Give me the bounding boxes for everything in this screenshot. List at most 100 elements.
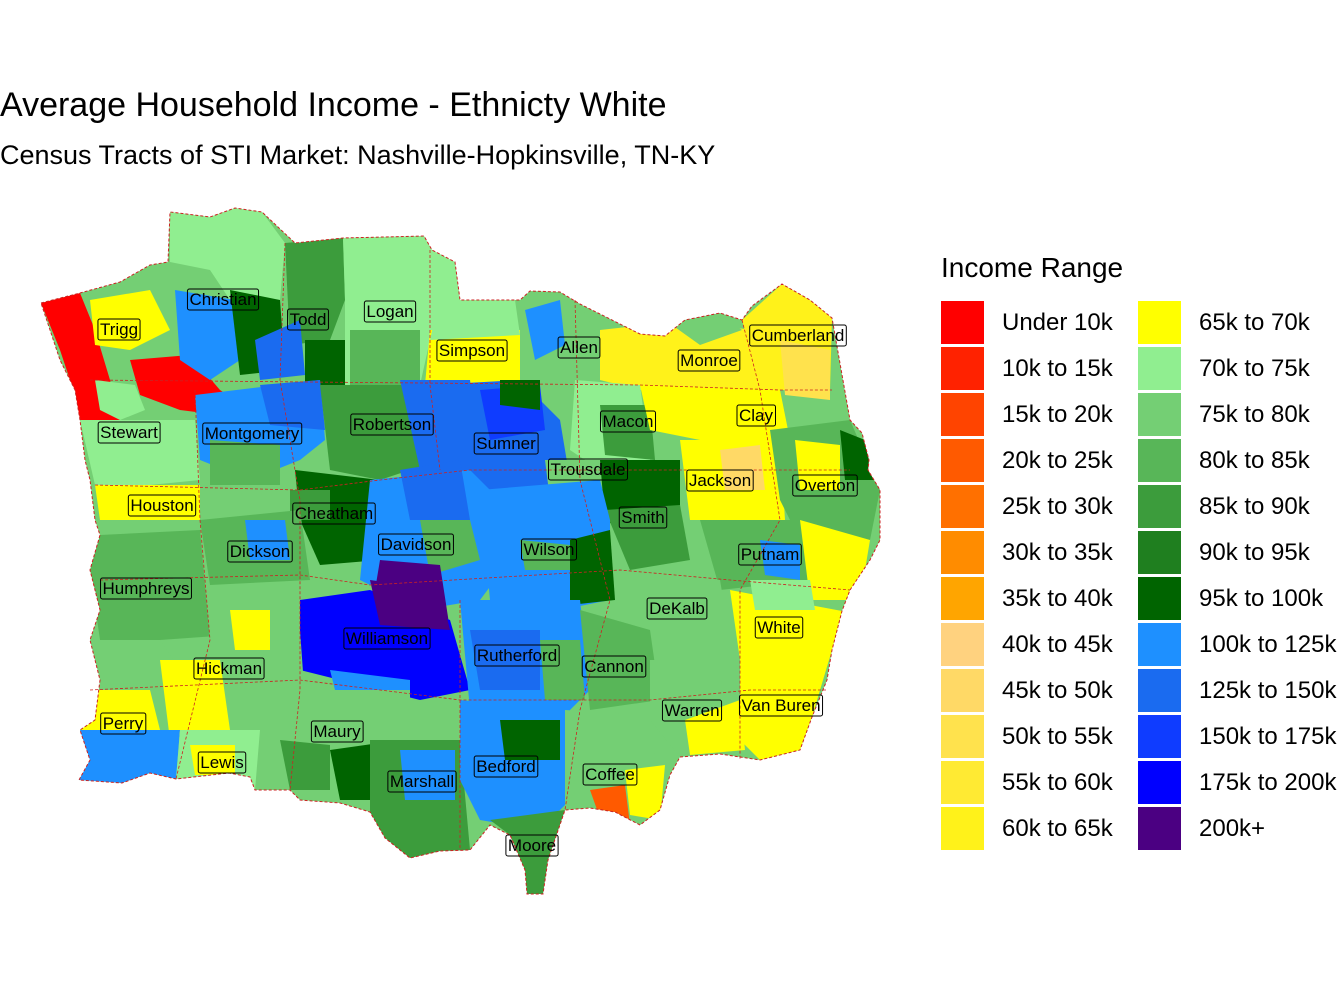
legend-label: 70k to 75k (1199, 355, 1310, 382)
region-coffee-orange (590, 785, 630, 825)
region-cumberland-south (780, 340, 830, 400)
legend-swatch (941, 347, 984, 390)
legend-label: 125k to 150k (1199, 677, 1337, 704)
county-label-text: Maury (313, 722, 361, 741)
county-label-box (436, 339, 508, 362)
region-simpson (425, 330, 520, 385)
region-perry-blue (79, 730, 180, 783)
county-label: Smith (618, 506, 668, 529)
county-label-text: Van Buren (741, 696, 820, 715)
county-label: Davidson (378, 533, 454, 556)
county-label: Montgomery (202, 422, 303, 445)
region-putnam-east (800, 520, 870, 600)
county-label-text: Simpson (439, 341, 505, 360)
county-label: Wilson (520, 538, 578, 561)
legend-label: 20k to 25k (1002, 447, 1113, 474)
county-label: Williamson (343, 627, 431, 650)
region-davidson-north (400, 460, 470, 520)
region-humphreys (90, 530, 210, 640)
region-trigg-yellow (90, 290, 170, 350)
legend-swatch (941, 485, 984, 528)
county-label-text: Monroe (680, 351, 738, 370)
county-label-text: Bedford (476, 757, 536, 776)
region-dickson-blue (245, 520, 290, 560)
county-label: Todd (287, 308, 329, 331)
county-label-box (754, 616, 804, 639)
county-label-text: Todd (290, 310, 327, 329)
county-label-box (474, 644, 560, 667)
legend-label: 175k to 200k (1199, 769, 1337, 796)
county-label-text: Rutherford (477, 646, 557, 665)
county-label-box (127, 494, 197, 517)
county-label-text: White (757, 618, 800, 637)
region-stewart (80, 420, 200, 485)
county-label-box (473, 755, 539, 778)
legend-label: 95k to 100k (1199, 585, 1324, 612)
county-label-text: Perry (103, 714, 144, 733)
county-label-text: Montgomery (205, 424, 300, 443)
county-label-box (287, 308, 329, 331)
region-montgomery-south (210, 440, 280, 485)
county-label-box (738, 543, 802, 566)
region-todd (285, 238, 345, 345)
county-label-box (738, 694, 824, 717)
legend-label: 90k to 95k (1199, 539, 1310, 566)
county-label: Perry (100, 712, 147, 735)
county-label-text: Logan (366, 302, 413, 321)
county-label-text: Williamson (346, 629, 428, 648)
region-warren-yellow (685, 700, 745, 755)
region-wilson-center (520, 540, 570, 570)
county-label-text: Macon (602, 412, 653, 431)
county-label-box (736, 404, 777, 427)
county-label: Simpson (436, 339, 508, 362)
region-white-north (750, 580, 815, 610)
county-label-box (227, 540, 293, 563)
county-label-box (350, 413, 434, 436)
map-title: Average Household Income - Ethnicty Whit… (0, 86, 667, 124)
county-label-text: Houston (130, 496, 193, 515)
legend-label: 15k to 20k (1002, 401, 1113, 428)
county-label-text: Moore (508, 836, 556, 855)
county-label: Rutherford (474, 644, 560, 667)
county-label-text: Wilson (523, 540, 574, 559)
county-label-box (387, 770, 457, 793)
region-overton-yellow (795, 440, 840, 490)
county-label: Bedford (473, 755, 539, 778)
region-perry (80, 690, 160, 740)
region-smith (605, 505, 690, 570)
county-label-box (193, 657, 265, 680)
region-christian-north (170, 208, 285, 300)
legend-swatch (941, 761, 984, 804)
county-label-text: Stewart (100, 423, 158, 442)
legend-label: 80k to 85k (1199, 447, 1310, 474)
legend-swatch (1138, 807, 1181, 850)
legend-swatch (941, 531, 984, 574)
county-label-text: Trousdale (551, 460, 626, 479)
region-williamson-purple (370, 580, 450, 630)
map-subtitle: Census Tracts of STI Market: Nashville-H… (0, 140, 716, 170)
legend-swatch (1138, 485, 1181, 528)
legend-label: 150k to 175k (1199, 723, 1337, 750)
region-coffee-yellow (625, 765, 665, 820)
county-label-box (686, 469, 754, 492)
county-label-box (186, 288, 260, 311)
region-montgomery-east (260, 380, 325, 430)
county-label: Overton (792, 474, 858, 497)
county-label-text: Lewis (200, 753, 243, 772)
legend-label: 75k to 80k (1199, 401, 1310, 428)
county-label-text: Smith (621, 508, 664, 527)
county-borders (89, 242, 851, 850)
county-label-text: Humphreys (103, 579, 190, 598)
legend-swatch (941, 393, 984, 436)
county-label-text: Hickman (196, 659, 262, 678)
county-label-text: Robertson (353, 415, 431, 434)
region-trigg-light (95, 380, 145, 420)
county-label-box (97, 421, 161, 444)
county-label: Dickson (227, 540, 293, 563)
county-label-text: Cheatham (295, 504, 373, 523)
county-label-box (202, 422, 303, 445)
county-label: Clay (736, 404, 777, 427)
legend-swatch (1138, 393, 1181, 436)
county-label: Lewis (197, 751, 247, 774)
legend-label: Under 10k (1002, 309, 1113, 336)
